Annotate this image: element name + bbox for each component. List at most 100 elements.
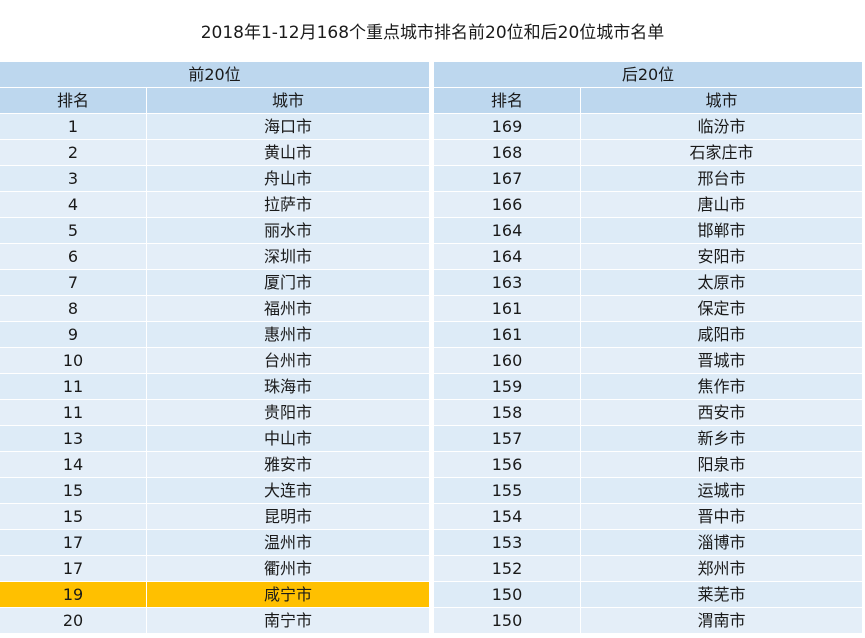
right-city-cell: 莱芜市: [581, 582, 863, 608]
right-city-cell: 淄博市: [581, 530, 863, 556]
column-gap: [430, 556, 434, 582]
left-rank-cell: 5: [0, 218, 147, 244]
column-gap: [430, 192, 434, 218]
right-rank-cell: 156: [434, 452, 581, 478]
column-gap: [430, 218, 434, 244]
page-title: 2018年1-12月168个重点城市排名前20位和后20位城市名单: [200, 23, 665, 43]
right-city-cell: 郑州市: [581, 556, 863, 582]
table-row: 19 咸宁市 150 莱芜市: [0, 582, 863, 608]
left-city-cell: 厦门市: [147, 270, 430, 296]
left-rank-cell: 9: [0, 322, 147, 348]
column-gap: [430, 348, 434, 374]
column-gap: [430, 322, 434, 348]
table-row: 11 珠海市 159 焦作市: [0, 374, 863, 400]
right-city-cell: 咸阳市: [581, 322, 863, 348]
column-gap: [430, 62, 434, 88]
left-rank-cell: 1: [0, 114, 147, 140]
column-gap: [430, 426, 434, 452]
right-rank-cell: 164: [434, 244, 581, 270]
left-rank-cell: 15: [0, 504, 147, 530]
right-city-cell: 唐山市: [581, 192, 863, 218]
column-gap: [430, 582, 434, 608]
table-row: 9 惠州市 161 咸阳市: [0, 322, 863, 348]
section-header-row: 前20位 后20位: [0, 62, 863, 88]
right-rank-cell: 159: [434, 374, 581, 400]
table-row: 5 丽水市 164 邯郸市: [0, 218, 863, 244]
left-rank-header: 排名: [0, 88, 147, 114]
right-rank-cell: 153: [434, 530, 581, 556]
table-row: 15 大连市 155 运城市: [0, 478, 863, 504]
left-city-cell: 咸宁市: [147, 582, 430, 608]
right-city-cell: 焦作市: [581, 374, 863, 400]
table-row: 8 福州市 161 保定市: [0, 296, 863, 322]
table-row: 10 台州市 160 晋城市: [0, 348, 863, 374]
left-rank-cell: 15: [0, 478, 147, 504]
left-city-cell: 珠海市: [147, 374, 430, 400]
left-city-cell: 福州市: [147, 296, 430, 322]
left-rank-cell: 6: [0, 244, 147, 270]
column-gap: [430, 504, 434, 530]
left-section-header: 前20位: [0, 62, 430, 88]
right-rank-cell: 157: [434, 426, 581, 452]
right-rank-cell: 152: [434, 556, 581, 582]
column-gap: [430, 114, 434, 140]
table-row: 1 海口市 169 临汾市: [0, 114, 863, 140]
left-city-cell: 深圳市: [147, 244, 430, 270]
left-rank-cell: 14: [0, 452, 147, 478]
left-rank-cell: 3: [0, 166, 147, 192]
right-city-cell: 邯郸市: [581, 218, 863, 244]
left-city-cell: 丽水市: [147, 218, 430, 244]
left-rank-cell: 20: [0, 608, 147, 634]
right-city-cell: 渭南市: [581, 608, 863, 634]
left-city-cell: 中山市: [147, 426, 430, 452]
table-row: 6 深圳市 164 安阳市: [0, 244, 863, 270]
column-gap: [430, 452, 434, 478]
column-gap: [430, 296, 434, 322]
left-rank-cell: 13: [0, 426, 147, 452]
column-gap: [430, 140, 434, 166]
table-row: 4 拉萨市 166 唐山市: [0, 192, 863, 218]
left-city-cell: 台州市: [147, 348, 430, 374]
table-row: 15 昆明市 154 晋中市: [0, 504, 863, 530]
column-gap: [430, 478, 434, 504]
column-gap: [430, 88, 434, 114]
left-city-cell: 昆明市: [147, 504, 430, 530]
right-city-cell: 阳泉市: [581, 452, 863, 478]
right-city-header: 城市: [581, 88, 863, 114]
right-city-cell: 西安市: [581, 400, 863, 426]
right-city-cell: 邢台市: [581, 166, 863, 192]
left-rank-cell: 17: [0, 556, 147, 582]
right-rank-cell: 167: [434, 166, 581, 192]
left-rank-cell: 17: [0, 530, 147, 556]
left-city-cell: 惠州市: [147, 322, 430, 348]
right-rank-cell: 164: [434, 218, 581, 244]
table-row: 17 衢州市 152 郑州市: [0, 556, 863, 582]
column-gap: [430, 530, 434, 556]
table-row: 11 贵阳市 158 西安市: [0, 400, 863, 426]
left-rank-cell: 7: [0, 270, 147, 296]
table-row: 20 南宁市 150 渭南市: [0, 608, 863, 634]
right-rank-cell: 160: [434, 348, 581, 374]
table-row: 14 雅安市 156 阳泉市: [0, 452, 863, 478]
table-row: 3 舟山市 167 邢台市: [0, 166, 863, 192]
column-gap: [430, 166, 434, 192]
left-city-header: 城市: [147, 88, 430, 114]
right-city-cell: 石家庄市: [581, 140, 863, 166]
right-rank-cell: 168: [434, 140, 581, 166]
left-city-cell: 南宁市: [147, 608, 430, 634]
right-rank-cell: 163: [434, 270, 581, 296]
left-city-cell: 海口市: [147, 114, 430, 140]
left-rank-cell: 10: [0, 348, 147, 374]
left-city-cell: 舟山市: [147, 166, 430, 192]
column-gap: [430, 608, 434, 634]
column-gap: [430, 270, 434, 296]
ranking-table: 前20位 后20位 排名 城市 排名 城市 1 海口市 169 临汾市 2 黄山市 168 石…: [0, 62, 863, 634]
right-city-cell: 晋中市: [581, 504, 863, 530]
left-rank-cell: 2: [0, 140, 147, 166]
right-rank-cell: 169: [434, 114, 581, 140]
right-city-cell: 安阳市: [581, 244, 863, 270]
right-rank-cell: 150: [434, 582, 581, 608]
left-rank-cell: 11: [0, 374, 147, 400]
left-city-cell: 衢州市: [147, 556, 430, 582]
left-city-cell: 温州市: [147, 530, 430, 556]
